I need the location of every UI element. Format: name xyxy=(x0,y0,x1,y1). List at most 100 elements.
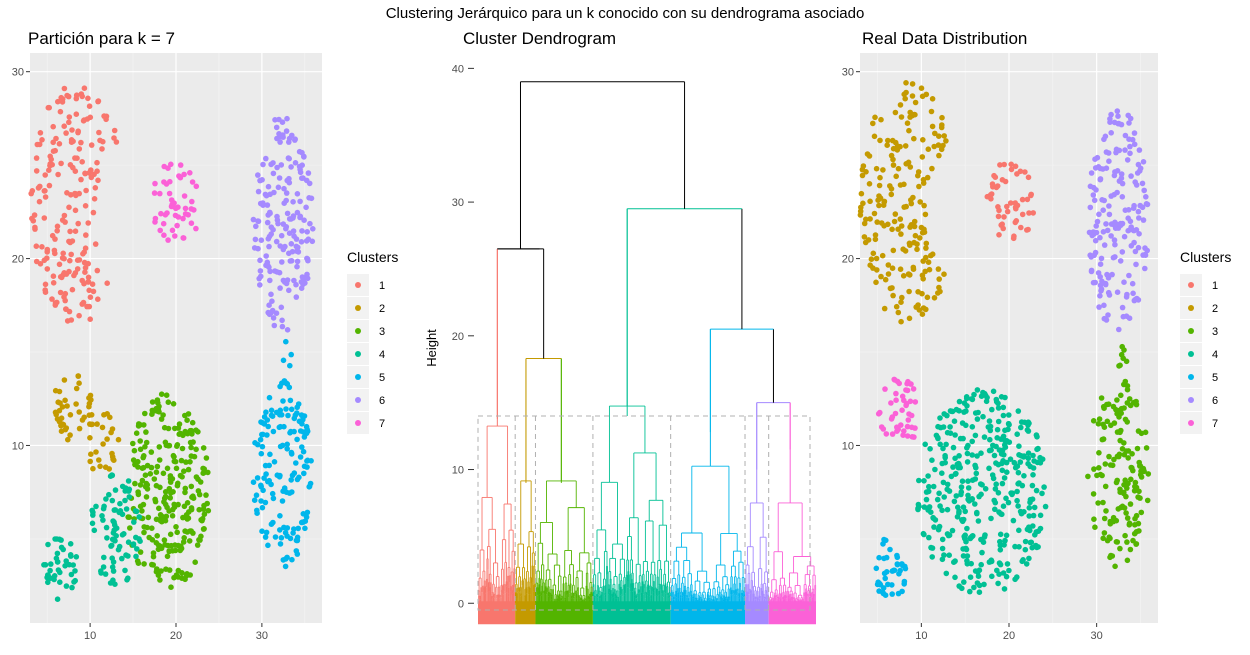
data-point xyxy=(137,549,144,555)
data-point xyxy=(55,171,61,178)
data-point xyxy=(1015,469,1022,476)
data-point xyxy=(200,445,207,451)
data-point xyxy=(1129,136,1136,143)
data-point xyxy=(964,561,971,567)
data-point xyxy=(268,291,274,298)
data-point xyxy=(1127,115,1134,122)
data-point xyxy=(959,518,966,525)
data-point xyxy=(887,183,893,189)
data-point xyxy=(939,114,945,121)
data-point xyxy=(984,394,990,401)
data-point xyxy=(982,486,989,492)
data-point xyxy=(876,554,882,561)
data-point xyxy=(256,275,263,282)
data-point xyxy=(952,432,958,438)
data-point xyxy=(1121,233,1128,240)
data-point xyxy=(149,525,155,531)
data-point xyxy=(1028,191,1034,198)
data-point xyxy=(33,258,40,265)
data-point xyxy=(117,500,123,507)
data-point xyxy=(946,532,953,538)
data-point xyxy=(978,561,984,568)
data-point xyxy=(137,438,143,444)
data-point xyxy=(199,517,205,524)
data-point xyxy=(993,481,999,488)
legend-key-cluster-5 xyxy=(355,374,361,380)
data-point xyxy=(1112,563,1118,570)
data-point xyxy=(73,385,80,392)
legend-label-cluster-1: 1 xyxy=(1212,280,1218,292)
data-point xyxy=(266,394,273,401)
data-point xyxy=(68,553,74,559)
data-point xyxy=(995,400,1001,407)
data-point xyxy=(939,122,945,128)
data-point xyxy=(952,574,958,581)
data-point xyxy=(111,507,118,513)
data-point xyxy=(161,537,168,543)
data-point xyxy=(182,489,188,496)
data-point xyxy=(42,172,48,178)
data-point xyxy=(1122,132,1129,139)
data-point xyxy=(888,152,895,159)
data-point xyxy=(1097,293,1103,299)
data-point xyxy=(192,559,198,565)
data-point xyxy=(39,137,45,143)
data-point xyxy=(73,554,80,560)
data-point xyxy=(61,270,67,276)
data-point xyxy=(301,217,307,223)
data-point xyxy=(997,547,1004,553)
data-point xyxy=(919,93,926,100)
data-point xyxy=(1027,496,1034,503)
data-point xyxy=(273,409,280,416)
data-point xyxy=(268,412,275,419)
data-point xyxy=(291,233,297,239)
data-point xyxy=(1102,483,1109,490)
data-point xyxy=(72,207,79,214)
data-point xyxy=(87,458,93,465)
data-point xyxy=(902,143,909,149)
data-point xyxy=(87,294,94,301)
data-point xyxy=(939,556,946,563)
data-point xyxy=(890,145,897,152)
data-point xyxy=(1090,279,1097,286)
data-point xyxy=(943,138,949,144)
data-point xyxy=(165,237,171,243)
data-point xyxy=(953,470,959,477)
data-point xyxy=(925,488,932,495)
data-point xyxy=(952,455,958,462)
data-point xyxy=(279,323,286,330)
data-point xyxy=(923,254,929,261)
data-point xyxy=(301,154,307,160)
data-point xyxy=(133,430,140,437)
data-point xyxy=(868,256,875,263)
data-point xyxy=(302,525,308,532)
data-point xyxy=(893,397,899,404)
data-point xyxy=(981,581,987,588)
data-point xyxy=(50,273,57,280)
data-point xyxy=(994,567,1000,574)
data-point xyxy=(1095,164,1102,170)
data-point xyxy=(157,577,163,583)
data-point xyxy=(1098,395,1105,401)
data-point xyxy=(883,431,890,437)
data-point xyxy=(292,160,299,166)
data-point xyxy=(908,412,915,419)
data-point xyxy=(1030,452,1036,459)
data-point xyxy=(1026,555,1032,562)
data-point xyxy=(280,134,286,140)
legend-label-cluster-7: 7 xyxy=(1212,418,1218,430)
data-point xyxy=(133,553,139,560)
data-point xyxy=(1098,288,1104,294)
data-point xyxy=(301,434,308,440)
data-point xyxy=(181,468,187,475)
data-point xyxy=(160,470,167,477)
data-point xyxy=(269,307,276,314)
data-point xyxy=(275,184,282,191)
data-point xyxy=(928,544,934,551)
data-point xyxy=(76,380,82,387)
data-point xyxy=(277,541,284,547)
data-point xyxy=(78,176,84,183)
data-point xyxy=(134,558,141,564)
legend-key-cluster-1 xyxy=(1188,282,1194,288)
data-point xyxy=(200,470,206,477)
